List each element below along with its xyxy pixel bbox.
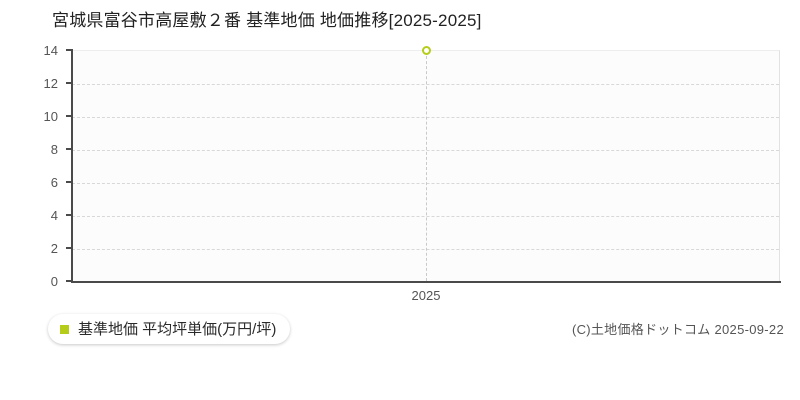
y-axis-tick-mark: [66, 148, 72, 150]
y-axis-tick-label: 12: [43, 76, 58, 91]
y-axis-tick-label: 10: [43, 109, 58, 124]
copyright-credit: (C)土地価格ドットコム 2025-09-22: [571, 322, 784, 337]
data-point-marker[interactable]: [421, 45, 431, 55]
y-axis-tick-mark: [66, 82, 72, 84]
y-axis-tick-label: 14: [43, 43, 58, 58]
gridline-vertical: [426, 51, 427, 281]
y-axis-tick-label: 0: [50, 274, 58, 289]
x-axis-tick-label: 2025: [411, 288, 441, 303]
chart-title: 宮城県富谷市高屋敷２番 基準地価 地価推移[2025-2025]: [52, 11, 482, 30]
plot-area: [72, 50, 780, 281]
gridline-horizontal: [72, 84, 779, 85]
y-axis-line: [71, 49, 73, 282]
y-axis-tick-mark: [66, 49, 72, 51]
gridline-horizontal: [72, 117, 779, 118]
y-axis-tick-label: 2: [50, 241, 58, 256]
y-axis-tick-label: 4: [50, 208, 58, 223]
legend-swatch-icon: [60, 324, 69, 334]
y-axis-tick-mark: [66, 280, 72, 282]
legend[interactable]: 基準地価 平均坪単価(万円/坪): [48, 314, 291, 344]
gridline-horizontal: [72, 183, 779, 184]
y-axis-tick-label: 6: [50, 175, 58, 190]
y-axis-tick-mark: [66, 181, 72, 183]
gridline-horizontal: [72, 216, 779, 217]
x-axis-line: [71, 281, 781, 283]
y-axis-tick-mark: [66, 247, 72, 249]
legend-label: 基準地価 平均坪単価(万円/坪): [78, 320, 277, 338]
gridline-horizontal: [72, 249, 779, 250]
y-axis-tick-mark: [66, 214, 72, 216]
y-axis-tick-label: 8: [50, 142, 58, 157]
y-axis-tick-mark: [66, 115, 72, 117]
gridline-horizontal: [72, 150, 779, 151]
